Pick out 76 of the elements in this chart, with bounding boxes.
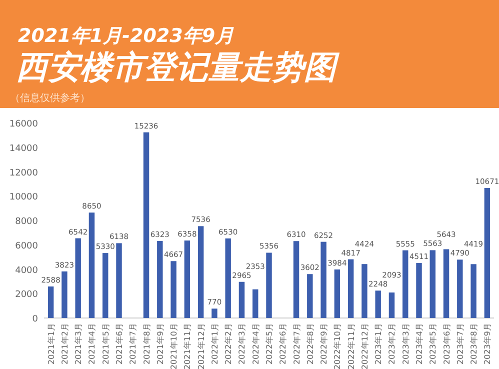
bar	[116, 243, 122, 318]
x-tick-label: 2023年8月	[470, 323, 479, 364]
x-tick-label: 2022年6月	[278, 323, 288, 364]
x-tick-label: 2021年7月	[128, 323, 138, 364]
x-tick-label: 2022年2月	[224, 323, 234, 364]
x-tick-label: 2021年12月	[196, 323, 206, 369]
x-tick-label: 2021年6月	[115, 323, 124, 364]
x-tick-label: 2023年9月	[483, 323, 492, 364]
y-tick-label: 12000	[9, 168, 38, 178]
x-tick-label: 2022年10月	[333, 323, 342, 369]
bar	[266, 252, 272, 318]
y-tick-label: 16000	[9, 120, 38, 130]
bar	[75, 238, 81, 318]
bar	[375, 290, 381, 318]
x-tick-label: 2022年8月	[306, 323, 315, 364]
bar	[388, 292, 395, 318]
x-tick-label: 2021年5月	[101, 323, 110, 364]
bar	[348, 259, 354, 318]
x-tick-label: 2023年7月	[456, 323, 465, 364]
x-tick-label: 2022年1月	[210, 323, 220, 364]
bar	[470, 264, 476, 318]
bar	[334, 269, 340, 318]
bar	[457, 260, 463, 318]
bar	[184, 240, 190, 318]
x-tick-label: 2021年3月	[74, 323, 84, 364]
x-tick-label: 2023年3月	[401, 323, 410, 364]
y-tick-label: 0	[32, 314, 38, 324]
y-tick-label: 8000	[15, 217, 38, 227]
bar	[307, 274, 313, 318]
x-tick-label: 2022年4月	[251, 323, 260, 364]
bar	[170, 261, 176, 318]
bar	[252, 289, 258, 318]
bar	[212, 308, 218, 318]
bar	[102, 253, 108, 318]
x-tick-label: 2022年3月	[238, 323, 247, 364]
bar	[157, 240, 163, 318]
y-tick-label: 2000	[15, 290, 38, 300]
bar	[402, 250, 408, 318]
bar	[88, 212, 95, 318]
x-tick-label: 2021年4月	[88, 323, 97, 364]
bar	[484, 188, 490, 318]
x-tick-label: 2023年6月	[442, 323, 452, 364]
x-tick-label: 2022年11月	[346, 323, 356, 369]
bar	[443, 249, 450, 318]
bar	[416, 263, 422, 318]
chart-subtitle: 2021年1月-2023年9月	[18, 25, 234, 47]
x-tick-label: 2022年12月	[360, 323, 370, 369]
bar	[430, 250, 436, 318]
x-tick-label: 2022年5月	[265, 323, 274, 364]
y-tick-label: 4000	[15, 266, 38, 276]
bar	[198, 226, 204, 318]
chart-title: 西安楼市登记量走势图	[16, 48, 340, 86]
bar	[293, 241, 300, 318]
bar	[362, 264, 368, 318]
y-tick-label: 10000	[9, 192, 38, 203]
x-tick-label: 2022年9月	[320, 323, 329, 364]
x-tick-label: 2021年1月	[46, 323, 56, 364]
x-tick-label: 2021年8月	[142, 323, 152, 364]
x-tick-label: 2023年4月	[415, 323, 424, 364]
x-tick-label: 2023年1月	[374, 323, 384, 364]
bar	[225, 238, 231, 318]
x-tick-label: 2022年7月	[292, 323, 302, 364]
bar	[48, 286, 54, 318]
bar	[62, 271, 68, 318]
x-tick-label: 2021年9月	[156, 323, 165, 364]
x-tick-label: 2023年2月	[388, 323, 397, 364]
x-tick-label: 2021年2月	[60, 323, 70, 364]
bar	[320, 242, 326, 318]
y-tick-label: 14000	[9, 144, 38, 154]
x-tick-label: 2023年5月	[428, 323, 438, 364]
y-tick-label: 6000	[15, 241, 38, 252]
text: （信息仅供参考）	[10, 92, 90, 104]
bar	[238, 282, 245, 318]
bar	[143, 132, 150, 318]
x-tick-label: 2021年11月	[183, 323, 192, 369]
x-tick-label: 2021年10月	[170, 323, 179, 369]
